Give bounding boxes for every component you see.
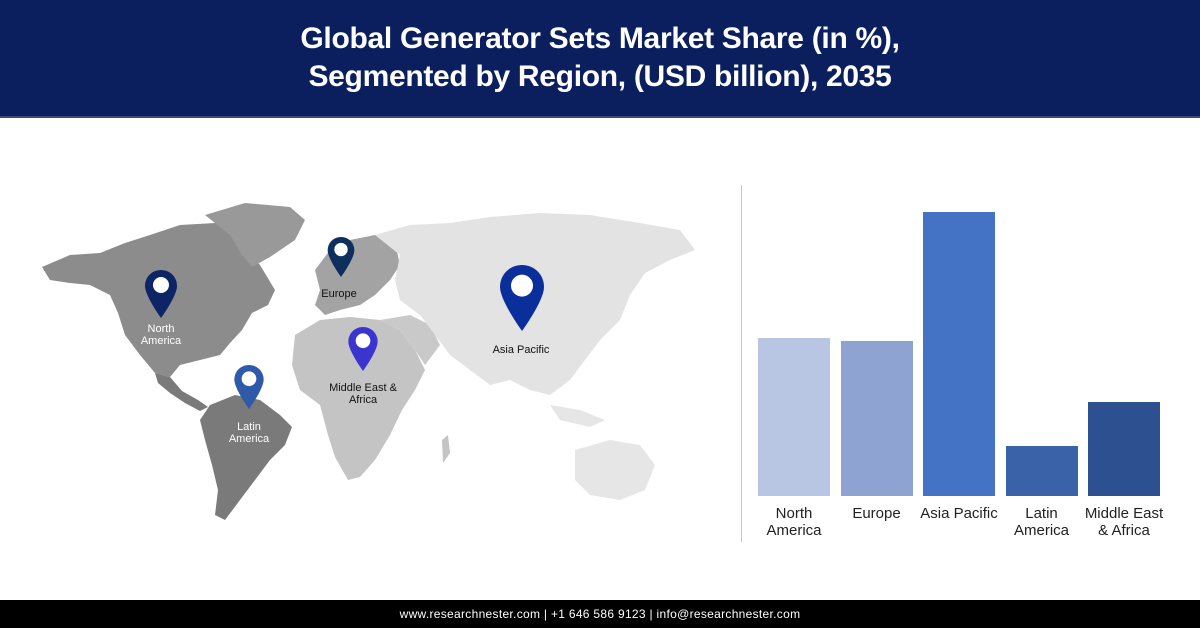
footer-contact: www.researchnester.com | +1 646 586 9123… xyxy=(0,600,1200,628)
location-pin-icon[interactable] xyxy=(499,265,545,331)
bar-europe xyxy=(840,341,913,496)
bar-north-america xyxy=(758,338,830,496)
title-line-1: Global Generator Sets Market Share (in %… xyxy=(300,22,900,55)
location-pin-icon[interactable] xyxy=(145,270,177,318)
location-pin-icon[interactable] xyxy=(234,365,264,409)
pin-label-line: Europe xyxy=(321,288,357,300)
pin-label-latin-america: Latin America xyxy=(199,421,299,445)
pin-label-north-america: North America xyxy=(111,323,211,347)
x-tick-label: Latin America xyxy=(1013,505,1069,539)
plot-area xyxy=(742,185,1182,496)
bar-middle-east-africa xyxy=(1088,402,1160,496)
title-line-2: Segmented by Region, (USD billion), 2035 xyxy=(308,60,892,93)
location-pin-icon[interactable] xyxy=(327,237,355,277)
x-tick-label: North America xyxy=(766,505,822,539)
title-banner: Global Generator Sets Market Share (in %… xyxy=(0,0,1200,118)
pin-label-line: Middle East & xyxy=(329,382,397,394)
x-tick-label: Middle East & Africa xyxy=(1084,505,1164,539)
bar-latin-america xyxy=(1005,446,1078,496)
pin-label-middle-east-africa: Middle East & Africa xyxy=(313,382,413,406)
world-map: North America Europe Asia Pacific Middle… xyxy=(30,195,710,535)
pin-label-line: North xyxy=(147,323,175,335)
location-pin-icon[interactable] xyxy=(348,327,378,371)
bar-asia-pacific xyxy=(923,212,995,496)
pin-label-line: America xyxy=(228,433,270,445)
pin-label-line: Latin xyxy=(237,421,261,433)
pin-label-line: America xyxy=(140,335,182,347)
pin-label-asia-pacific: Asia Pacific xyxy=(471,344,571,356)
bar-chart: North America Europe Asia Pacific Latin Ameri… xyxy=(742,185,1182,545)
pin-label-line: Africa xyxy=(348,394,378,406)
chart-axis-line xyxy=(741,185,742,542)
pin-label-europe: Europe xyxy=(289,288,389,300)
x-tick-label: Asia Pacific xyxy=(920,505,998,522)
x-tick-label: Europe xyxy=(852,505,901,522)
pin-label-line: Asia Pacific xyxy=(492,344,550,356)
